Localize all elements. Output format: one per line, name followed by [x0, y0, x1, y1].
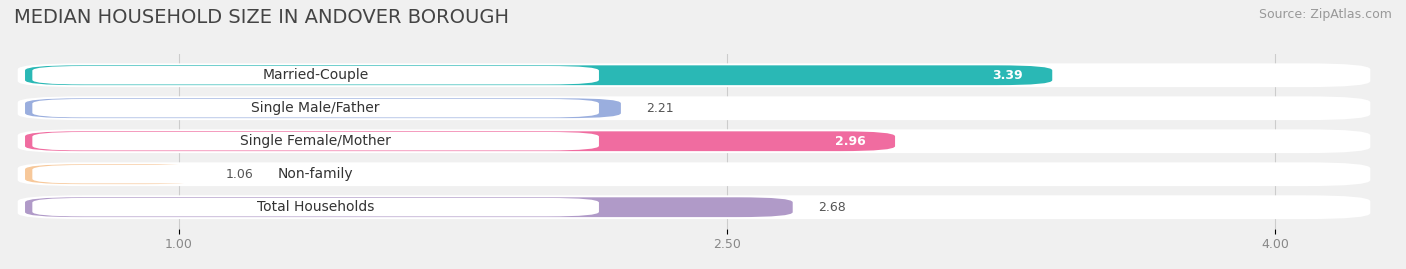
FancyBboxPatch shape	[25, 65, 1052, 85]
Text: Source: ZipAtlas.com: Source: ZipAtlas.com	[1258, 8, 1392, 21]
Text: 2.96: 2.96	[835, 135, 866, 148]
Text: MEDIAN HOUSEHOLD SIZE IN ANDOVER BOROUGH: MEDIAN HOUSEHOLD SIZE IN ANDOVER BOROUGH	[14, 8, 509, 27]
Text: Married-Couple: Married-Couple	[263, 68, 368, 82]
Text: 3.39: 3.39	[993, 69, 1024, 82]
FancyBboxPatch shape	[25, 98, 621, 118]
FancyBboxPatch shape	[32, 66, 599, 84]
FancyBboxPatch shape	[25, 164, 201, 184]
FancyBboxPatch shape	[25, 131, 896, 151]
FancyBboxPatch shape	[32, 99, 599, 118]
FancyBboxPatch shape	[18, 96, 1371, 120]
FancyBboxPatch shape	[32, 198, 599, 217]
Text: 1.06: 1.06	[226, 168, 254, 181]
Text: 2.68: 2.68	[818, 201, 846, 214]
FancyBboxPatch shape	[25, 197, 793, 217]
Text: Single Female/Mother: Single Female/Mother	[240, 134, 391, 148]
FancyBboxPatch shape	[18, 63, 1371, 87]
FancyBboxPatch shape	[18, 195, 1371, 219]
Text: 2.21: 2.21	[647, 102, 673, 115]
FancyBboxPatch shape	[32, 132, 599, 150]
FancyBboxPatch shape	[18, 129, 1371, 153]
Text: Total Households: Total Households	[257, 200, 374, 214]
Text: Non-family: Non-family	[278, 167, 353, 181]
FancyBboxPatch shape	[32, 165, 599, 183]
Text: Single Male/Father: Single Male/Father	[252, 101, 380, 115]
FancyBboxPatch shape	[18, 162, 1371, 186]
